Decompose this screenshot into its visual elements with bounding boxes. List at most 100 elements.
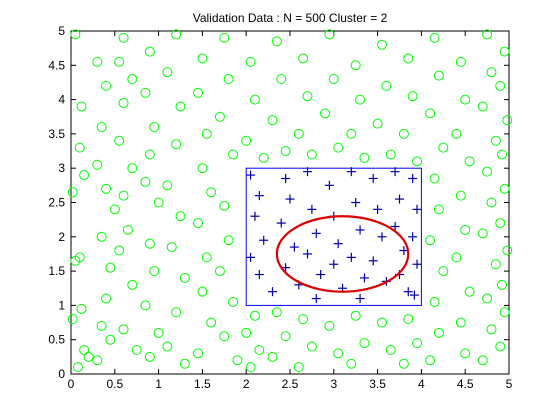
circle-point xyxy=(76,303,87,314)
circle-point xyxy=(486,324,497,335)
plus-point xyxy=(316,270,326,280)
circle-point xyxy=(495,341,506,352)
circle-point xyxy=(74,252,85,263)
circle-point xyxy=(175,211,186,222)
circle-point xyxy=(271,36,282,47)
circle-point xyxy=(490,135,501,146)
circle-point xyxy=(499,183,510,194)
circle-point xyxy=(376,317,387,328)
circle-point xyxy=(433,70,444,81)
cluster-box xyxy=(245,167,422,306)
plus-point xyxy=(311,228,321,238)
data-marks xyxy=(67,29,513,373)
circle-point xyxy=(258,152,269,163)
plus-point xyxy=(359,273,369,283)
plus-point xyxy=(399,246,409,256)
circle-point xyxy=(280,146,291,157)
circle-point xyxy=(328,74,339,85)
y-tick-label: 1 xyxy=(58,298,65,312)
circle-point xyxy=(398,358,409,369)
plus-point xyxy=(254,191,264,201)
circle-point xyxy=(495,80,506,91)
circle-point xyxy=(74,142,85,153)
circle-point xyxy=(171,139,182,150)
y-tick-label: 4 xyxy=(58,93,65,107)
circle-point xyxy=(320,108,331,119)
circle-point xyxy=(73,362,84,373)
plus-point xyxy=(281,263,291,273)
cluster-ellipse xyxy=(275,215,410,293)
circle-point xyxy=(306,149,317,160)
circle-point xyxy=(153,327,164,338)
circle-point xyxy=(254,344,265,355)
circle-point xyxy=(241,135,252,146)
circle-point xyxy=(385,149,396,160)
circle-point xyxy=(482,166,493,177)
circle-point xyxy=(346,128,357,139)
circle-point xyxy=(499,307,510,318)
circle-point xyxy=(495,218,506,229)
circle-point xyxy=(482,293,493,304)
x-tick-label: 3.5 xyxy=(369,377,386,391)
plus-point xyxy=(355,225,365,235)
circle-point xyxy=(267,351,278,362)
circle-point xyxy=(219,32,230,43)
circle-point xyxy=(118,98,129,109)
circle-point xyxy=(101,183,112,194)
circle-point xyxy=(464,286,475,297)
circle-point xyxy=(201,128,212,139)
circle-point xyxy=(228,149,239,160)
circle-point xyxy=(455,317,466,328)
circle-point xyxy=(96,231,107,242)
circle-point xyxy=(293,128,304,139)
circle-point xyxy=(162,341,173,352)
circle-point xyxy=(105,334,116,345)
plus-point xyxy=(307,204,317,214)
circle-point xyxy=(486,197,497,208)
circle-point xyxy=(193,348,204,359)
circle-point xyxy=(171,307,182,318)
plus-point xyxy=(377,232,387,242)
circle-point xyxy=(114,56,125,67)
plus-point xyxy=(246,170,256,180)
plus-point xyxy=(246,252,256,262)
circle-point xyxy=(496,279,507,290)
circle-point xyxy=(149,122,160,133)
plus-point xyxy=(403,287,413,297)
circle-point xyxy=(460,224,471,235)
circle-point xyxy=(433,204,444,215)
circle-point xyxy=(140,87,151,98)
circle-point xyxy=(271,307,282,318)
circle-point xyxy=(398,128,409,139)
circle-point xyxy=(214,111,225,122)
plus-point xyxy=(311,294,321,304)
circle-point xyxy=(197,163,208,174)
circle-point xyxy=(355,94,366,105)
x-tick-label: 4.5 xyxy=(457,377,474,391)
circle-point xyxy=(114,245,125,256)
circle-point xyxy=(166,242,177,253)
circle-point xyxy=(201,252,212,263)
circle-point xyxy=(350,60,361,71)
circle-point xyxy=(359,152,370,163)
circle-point xyxy=(502,115,513,126)
plus-point xyxy=(395,194,404,204)
plus-point xyxy=(250,211,260,221)
circle-point xyxy=(179,358,190,369)
x-tick-label: 1 xyxy=(155,377,162,391)
circle-point xyxy=(249,94,260,105)
circle-point xyxy=(477,228,488,239)
plus-point xyxy=(289,242,299,252)
circle-point xyxy=(101,80,112,91)
circle-point xyxy=(433,327,444,338)
circle-point xyxy=(193,87,204,98)
y-tick-label: 0 xyxy=(58,367,65,381)
circle-point xyxy=(118,324,129,335)
plus-point xyxy=(333,239,343,249)
plus-point xyxy=(346,252,356,262)
circle-point xyxy=(223,74,234,85)
circle-point xyxy=(412,156,423,167)
y-tick-label: 4.5 xyxy=(48,58,65,72)
circle-point xyxy=(496,149,507,160)
